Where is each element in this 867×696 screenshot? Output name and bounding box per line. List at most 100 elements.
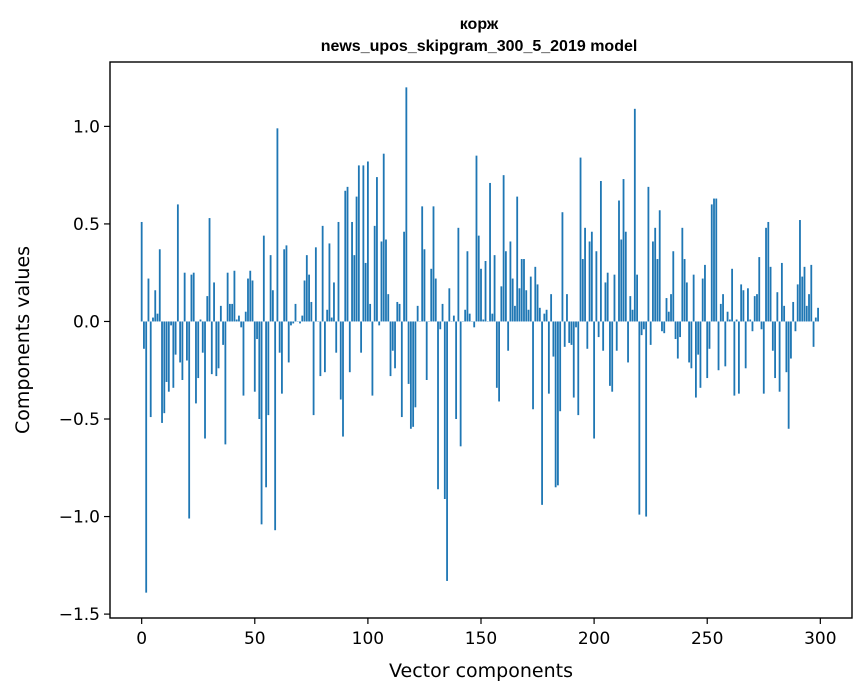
bar-242 (688, 321, 691, 363)
bar-296 (810, 264, 813, 322)
bar-77 (314, 247, 317, 322)
bar-250 (706, 321, 709, 379)
bar-95 (355, 196, 358, 322)
bar-155 (491, 313, 494, 322)
bar-100 (366, 161, 369, 322)
bar-220 (638, 321, 641, 515)
bar-167 (518, 288, 521, 322)
bar-249 (704, 264, 706, 322)
bar-51 (256, 321, 258, 340)
bar-281 (776, 292, 779, 322)
bar-39 (228, 303, 231, 322)
bar-5 (152, 317, 154, 322)
bar-43 (238, 315, 240, 322)
bar-274 (760, 321, 763, 330)
bar-21 (188, 321, 191, 519)
bar-164 (511, 278, 514, 322)
bar-7 (156, 313, 159, 322)
bar-126 (425, 321, 428, 380)
bar-84 (330, 317, 333, 322)
bar-154 (489, 182, 491, 322)
bar-207 (609, 321, 611, 386)
bar-11 (165, 321, 168, 382)
bar-195 (581, 259, 584, 322)
bar-267 (744, 321, 747, 369)
bar-205 (604, 282, 607, 322)
bar-64 (285, 245, 288, 322)
bar-291 (799, 220, 801, 322)
bar-226 (652, 241, 654, 322)
bar-110 (389, 321, 392, 377)
bar-285 (785, 321, 788, 373)
bar-191 (572, 321, 575, 398)
bar-231 (663, 321, 666, 334)
bar-179 (545, 309, 548, 322)
bar-233 (667, 311, 670, 322)
bar-74 (308, 274, 310, 322)
bar-27 (201, 321, 204, 353)
bar-50 (253, 321, 256, 392)
bar-130 (434, 278, 437, 322)
y-tick-label: 1.0 (73, 117, 100, 137)
bar-32 (213, 282, 215, 322)
bar-118 (407, 321, 410, 384)
bar-166 (516, 196, 519, 322)
x-tick-label: 0 (136, 629, 147, 649)
bar-277 (767, 221, 770, 322)
bar-23 (192, 272, 195, 322)
bar-117 (405, 87, 408, 322)
bar-18 (181, 321, 184, 380)
bar-34 (217, 321, 220, 369)
bar-36 (222, 321, 225, 345)
bar-187 (563, 321, 566, 347)
bar-104 (376, 177, 378, 322)
bar-196 (584, 227, 586, 322)
bar-136 (448, 288, 451, 322)
bar-147 (473, 321, 476, 328)
bar-183 (554, 321, 557, 488)
bar-212 (620, 239, 623, 322)
bar-243 (690, 321, 693, 369)
bar-4 (149, 321, 152, 418)
bar-260 (728, 319, 731, 322)
bar-94 (353, 255, 356, 322)
bar-145 (468, 313, 471, 322)
bar-247 (699, 321, 702, 388)
bar-203 (599, 181, 602, 322)
bar-240 (683, 259, 686, 322)
bar-237 (676, 321, 679, 359)
bar-88 (339, 321, 342, 400)
bar-97 (360, 321, 363, 353)
bar-37 (224, 321, 227, 445)
bar-174 (534, 266, 537, 322)
bar-144 (466, 251, 469, 322)
bar-295 (808, 294, 810, 322)
bar-244 (692, 274, 695, 322)
bar-108 (385, 239, 387, 322)
bar-185 (559, 321, 562, 412)
bar-62 (281, 321, 283, 394)
bar-81 (324, 321, 326, 373)
bar-180 (547, 321, 550, 394)
bar-114 (398, 303, 401, 322)
bar-26 (199, 319, 202, 322)
x-tick-label: 50 (244, 629, 266, 649)
bar-52 (258, 321, 261, 420)
bar-9 (161, 321, 163, 423)
bar-200 (593, 321, 596, 439)
bar-54 (262, 235, 265, 322)
bar-138 (452, 315, 455, 322)
bar-194 (579, 157, 582, 322)
bar-89 (342, 321, 344, 437)
bar-82 (326, 309, 329, 322)
bar-282 (778, 321, 781, 392)
bar-218 (633, 108, 636, 322)
bar-67 (292, 321, 295, 324)
bar-170 (525, 290, 528, 322)
bar-228 (656, 259, 659, 322)
bar-278 (769, 266, 772, 322)
bar-49 (251, 280, 254, 322)
bar-248 (701, 278, 704, 322)
bar-161 (504, 251, 507, 322)
x-tick-label: 300 (804, 629, 836, 649)
